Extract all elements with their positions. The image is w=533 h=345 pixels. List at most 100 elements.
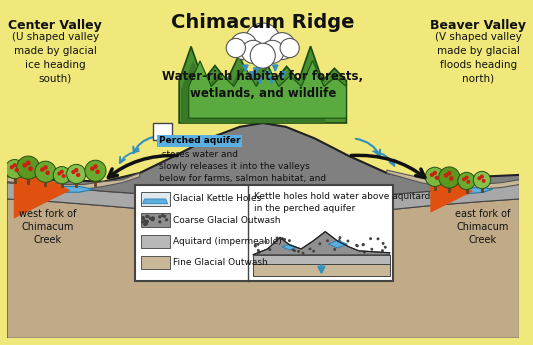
Circle shape xyxy=(17,156,40,179)
Circle shape xyxy=(226,38,246,58)
Circle shape xyxy=(458,172,475,190)
Circle shape xyxy=(294,250,295,252)
Polygon shape xyxy=(7,173,140,189)
Circle shape xyxy=(62,175,65,177)
Circle shape xyxy=(91,167,94,170)
Circle shape xyxy=(151,219,154,221)
Circle shape xyxy=(347,240,349,242)
Circle shape xyxy=(339,237,341,238)
Circle shape xyxy=(145,222,147,224)
Circle shape xyxy=(377,238,379,239)
Text: (U shaped valley
made by glacial
ice heading
south): (U shaped valley made by glacial ice hea… xyxy=(12,32,99,83)
Circle shape xyxy=(284,239,285,240)
Circle shape xyxy=(144,224,146,226)
Polygon shape xyxy=(179,46,346,123)
Text: Beaver Valley: Beaver Valley xyxy=(430,19,526,32)
Circle shape xyxy=(425,167,445,186)
Circle shape xyxy=(257,244,259,245)
Bar xyxy=(153,123,172,140)
Circle shape xyxy=(5,159,25,179)
Circle shape xyxy=(282,238,283,239)
Circle shape xyxy=(152,217,154,219)
Circle shape xyxy=(338,244,340,245)
Circle shape xyxy=(257,250,259,251)
Polygon shape xyxy=(387,170,520,189)
Circle shape xyxy=(370,238,372,239)
Circle shape xyxy=(159,216,161,218)
Circle shape xyxy=(319,243,321,245)
Text: Coarse Glacial Outwash: Coarse Glacial Outwash xyxy=(173,216,281,225)
Circle shape xyxy=(46,171,49,174)
Circle shape xyxy=(309,248,311,250)
Circle shape xyxy=(72,170,75,174)
Circle shape xyxy=(384,246,386,248)
Circle shape xyxy=(230,33,257,60)
Circle shape xyxy=(152,219,154,220)
Polygon shape xyxy=(7,7,520,181)
Text: east fork of
Chimacum
Creek: east fork of Chimacum Creek xyxy=(455,208,511,245)
Circle shape xyxy=(280,38,300,58)
Circle shape xyxy=(327,240,328,241)
Circle shape xyxy=(261,40,284,63)
Circle shape xyxy=(67,164,86,184)
Text: Center Valley: Center Valley xyxy=(8,19,102,32)
Circle shape xyxy=(161,215,164,217)
Polygon shape xyxy=(282,244,296,250)
Circle shape xyxy=(362,244,364,246)
Circle shape xyxy=(478,177,481,179)
Text: stores water and
slowly releases it into the valleys
below for farms, salmon hab: stores water and slowly releases it into… xyxy=(159,150,326,194)
Circle shape xyxy=(382,243,384,244)
Circle shape xyxy=(356,245,358,246)
Text: Aquitard (impermeable): Aquitard (impermeable) xyxy=(173,237,282,246)
Polygon shape xyxy=(7,123,520,198)
Text: west fork of
Chimacum
Creek: west fork of Chimacum Creek xyxy=(19,208,76,245)
Circle shape xyxy=(146,216,148,217)
Circle shape xyxy=(13,164,16,167)
Circle shape xyxy=(27,161,30,165)
Circle shape xyxy=(77,174,79,176)
Circle shape xyxy=(44,166,47,169)
Text: Water-rich habitat for forests,
wetlands, and wildlife: Water-rich habitat for forests, wetlands… xyxy=(162,70,364,100)
Circle shape xyxy=(61,170,63,173)
Circle shape xyxy=(357,245,358,247)
Polygon shape xyxy=(181,61,325,123)
Bar xyxy=(253,255,390,264)
Circle shape xyxy=(371,248,373,250)
Circle shape xyxy=(463,178,465,180)
Circle shape xyxy=(265,241,266,243)
Bar xyxy=(141,256,169,269)
Circle shape xyxy=(435,176,438,179)
Circle shape xyxy=(23,164,27,167)
Circle shape xyxy=(298,250,300,252)
Circle shape xyxy=(147,216,149,217)
Circle shape xyxy=(251,43,275,68)
Bar xyxy=(141,213,169,227)
Circle shape xyxy=(146,220,148,223)
Circle shape xyxy=(439,167,460,188)
Circle shape xyxy=(482,179,485,182)
Circle shape xyxy=(53,167,70,184)
Polygon shape xyxy=(189,61,346,118)
Polygon shape xyxy=(143,199,167,204)
Circle shape xyxy=(255,245,256,246)
Circle shape xyxy=(159,221,161,223)
Circle shape xyxy=(29,167,32,170)
Text: Perched aquifer: Perched aquifer xyxy=(159,137,240,146)
Circle shape xyxy=(338,240,340,241)
Polygon shape xyxy=(36,186,94,192)
Polygon shape xyxy=(132,115,397,173)
Circle shape xyxy=(94,165,97,168)
Circle shape xyxy=(144,220,146,222)
Circle shape xyxy=(241,40,265,63)
Text: Glacial Kettle Holes: Glacial Kettle Holes xyxy=(173,195,262,204)
Circle shape xyxy=(450,177,453,180)
Circle shape xyxy=(334,249,335,250)
FancyBboxPatch shape xyxy=(135,185,392,280)
Text: Kettle holes hold water above aquitard
in the perched aquifer: Kettle holes hold water above aquitard i… xyxy=(254,192,431,213)
Bar xyxy=(141,192,169,206)
Circle shape xyxy=(142,221,143,223)
Circle shape xyxy=(465,176,468,179)
Circle shape xyxy=(313,250,314,252)
Circle shape xyxy=(431,174,433,176)
Circle shape xyxy=(152,217,154,219)
